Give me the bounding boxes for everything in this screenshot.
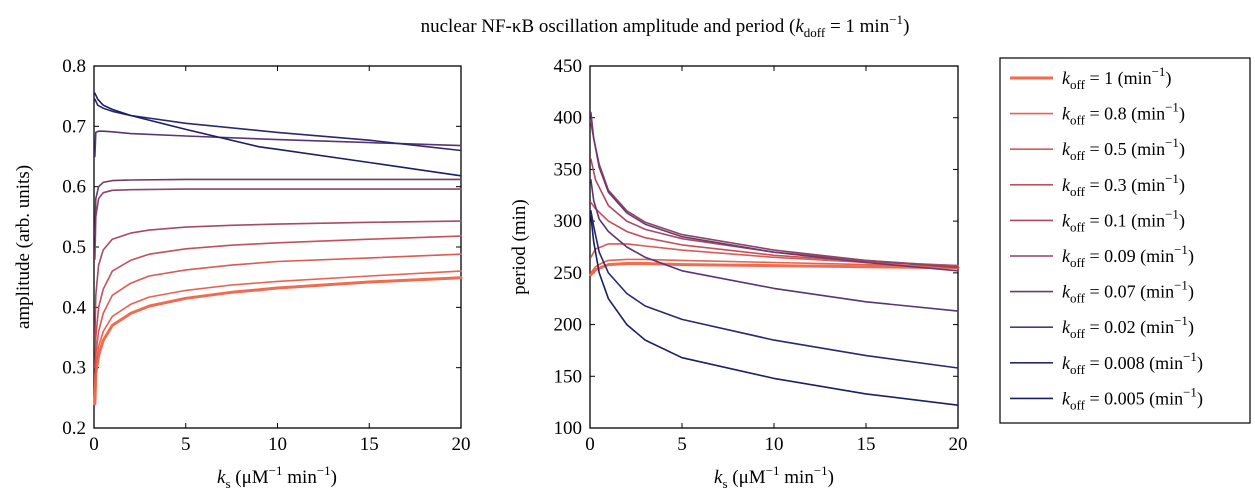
period-chart: 0 5 10 15 20 100 150 200 250 300 350 400 450 period … xyxy=(509,56,968,491)
y-axis-label: amplitude (arb. units) xyxy=(13,165,34,329)
chart-title: nuclear NF-κB oscillation amplitude and … xyxy=(421,12,910,40)
series-line-0 xyxy=(93,276,463,406)
legend-item: koff = 0.8 (min−1) xyxy=(1010,100,1185,128)
x-axis-label: ks (μM−1 min−1) xyxy=(714,463,834,491)
series-lines xyxy=(93,92,463,406)
y-tick-label: 400 xyxy=(554,108,583,129)
series-line-1 xyxy=(94,270,462,393)
y-axis-label: period (min) xyxy=(509,199,530,295)
y-tick-label: 250 xyxy=(554,263,583,284)
y-tick-label: 0.5 xyxy=(62,237,86,258)
plot-frame xyxy=(589,65,959,429)
series-line-3 xyxy=(590,201,959,267)
legend-item: koff = 0.1 (min−1) xyxy=(1010,206,1185,234)
x-tick-label: 20 xyxy=(949,434,968,455)
y-tick-label: 0.2 xyxy=(62,418,86,439)
y-tick-label: 350 xyxy=(554,159,583,180)
series-lines xyxy=(589,111,960,407)
series-line-8 xyxy=(94,98,462,152)
legend-label: koff = 0.3 (min−1) xyxy=(1062,171,1185,199)
legend-label: koff = 0.09 (min−1) xyxy=(1062,242,1194,270)
series-line-1 xyxy=(590,258,959,274)
legend-item: koff = 0.005 (min−1) xyxy=(1010,384,1203,412)
y-tick-label: 300 xyxy=(554,211,583,232)
series-line-4 xyxy=(94,220,462,339)
series-line-0 xyxy=(589,262,960,277)
legend-label: koff = 0.008 (min−1) xyxy=(1062,349,1203,377)
y-tick-label: 100 xyxy=(554,418,583,439)
legend-label: koff = 0.005 (min−1) xyxy=(1062,384,1203,412)
y-tick-label: 0.6 xyxy=(62,177,86,198)
series-line-9 xyxy=(94,92,462,177)
series-line-2 xyxy=(590,243,959,267)
legend-item: koff = 0.07 (min−1) xyxy=(1010,278,1194,306)
x-tick-label: 10 xyxy=(765,434,784,455)
y-tick-label: 0.4 xyxy=(62,297,86,318)
series-line-6 xyxy=(590,111,959,272)
legend-item: koff = 0.09 (min−1) xyxy=(1010,242,1194,270)
x-axis-label: ks (μM−1 min−1) xyxy=(217,463,337,491)
legend-label: koff = 0.1 (min−1) xyxy=(1062,206,1185,234)
amplitude-chart: 0 5 10 15 20 0.2 0.3 0.4 0.5 0.6 0.7 0.8 amplitude … xyxy=(13,56,471,491)
series-line-9 xyxy=(590,215,959,407)
legend-item: koff = 0.008 (min−1) xyxy=(1010,349,1203,377)
x-tick-label: 0 xyxy=(89,434,99,455)
legend-label: koff = 1 (min−1) xyxy=(1062,64,1171,92)
x-tick-label: 5 xyxy=(677,434,687,455)
legend-item: koff = 0.3 (min−1) xyxy=(1010,171,1185,199)
x-tick-label: 0 xyxy=(585,434,595,455)
series-line-8 xyxy=(590,210,959,369)
series-line-3 xyxy=(94,235,462,369)
legend-label: koff = 0.8 (min−1) xyxy=(1062,100,1185,128)
x-tick-label: 10 xyxy=(268,434,287,455)
axis-ticks: 0 5 10 15 20 100 150 200 250 300 350 400 450 xyxy=(554,56,968,455)
legend-label: koff = 0.5 (min−1) xyxy=(1062,135,1185,163)
series-line-7 xyxy=(590,179,959,312)
legend-item: koff = 0.02 (min−1) xyxy=(1010,313,1194,341)
y-tick-label: 150 xyxy=(554,366,583,387)
y-tick-label: 200 xyxy=(554,315,583,336)
legend-item: koff = 1 (min−1) xyxy=(1010,64,1171,92)
series-line-2 xyxy=(94,253,462,381)
y-tick-label: 450 xyxy=(554,56,583,77)
x-tick-label: 15 xyxy=(360,434,379,455)
legend: koff = 1 (min−1) koff = 0.8 (min−1) koff =… xyxy=(999,57,1251,424)
legend-item: koff = 0.5 (min−1) xyxy=(1010,135,1185,163)
x-tick-label: 20 xyxy=(452,434,471,455)
y-tick-label: 0.3 xyxy=(62,358,86,379)
series-line-5 xyxy=(94,188,462,260)
y-tick-label: 0.7 xyxy=(62,116,86,137)
series-line-6 xyxy=(94,178,462,236)
x-tick-label: 15 xyxy=(857,434,876,455)
axis-ticks: 0 5 10 15 20 0.2 0.3 0.4 0.5 0.6 0.7 0.8 xyxy=(62,56,470,455)
legend-label: koff = 0.02 (min−1) xyxy=(1062,313,1194,341)
legend-label: koff = 0.07 (min−1) xyxy=(1062,278,1194,306)
series-line-7 xyxy=(94,130,462,158)
x-tick-label: 5 xyxy=(181,434,191,455)
y-tick-label: 0.8 xyxy=(62,56,86,77)
